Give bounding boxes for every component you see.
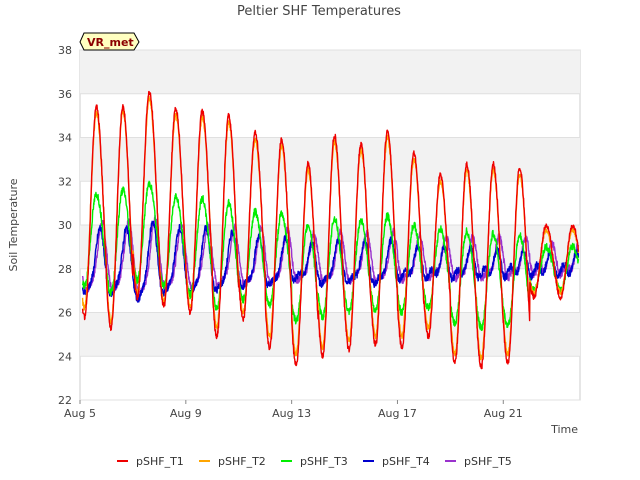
grid-band (80, 312, 580, 357)
y-tick-label: 22 (58, 394, 72, 407)
x-tick-label: Aug 17 (378, 407, 417, 420)
series-line-pshf-t3 (81, 180, 580, 331)
y-tick-label: 38 (58, 44, 72, 57)
legend-label: pSHF_T5 (464, 455, 512, 468)
x-tick-label: Aug 13 (272, 407, 311, 420)
x-tick-label: Aug 9 (170, 407, 202, 420)
legend-item-pshf-t1: pSHF_T1 (117, 455, 184, 468)
legend-item-pshf-t2: pSHF_T2 (199, 455, 266, 468)
y-axis-label: Soil Temperature (7, 178, 20, 271)
legend-item-pshf-t4: pSHF_T4 (363, 455, 430, 468)
x-tick-label: Aug 5 (64, 407, 96, 420)
legend-label: pSHF_T2 (218, 455, 266, 468)
legend-label: pSHF_T3 (300, 455, 348, 468)
y-axis-ticks: 22 24 26 28 30 32 34 36 38 (58, 44, 72, 407)
grid-lines (80, 49, 580, 401)
series-line-pshf-t1 (81, 90, 580, 370)
y-tick-label: 32 (58, 175, 72, 188)
plot-bands (80, 50, 580, 357)
grid-band (80, 137, 580, 182)
x-axis-label: Time (550, 423, 578, 436)
x-axis-ticks: Aug 5 Aug 9 Aug 13 Aug 17 Aug 21 (64, 400, 523, 420)
site-badge: VR_met (79, 32, 140, 51)
site-badge-label: VR_met (87, 36, 134, 49)
legend-label: pSHF_T1 (136, 455, 184, 468)
legend-item-pshf-t5: pSHF_T5 (445, 455, 512, 468)
legend: pSHF_T1 pSHF_T2 pSHF_T3 pSHF_T4 pSHF_T5 (117, 455, 512, 468)
legend-label: pSHF_T4 (382, 455, 430, 468)
y-tick-label: 28 (58, 263, 72, 276)
y-tick-label: 36 (58, 88, 72, 101)
y-tick-label: 24 (58, 350, 72, 363)
grid-band (80, 50, 580, 94)
y-tick-label: 26 (58, 307, 72, 320)
x-tick-label: Aug 21 (484, 407, 523, 420)
legend-item-pshf-t3: pSHF_T3 (281, 455, 348, 468)
chart-title: Peltier SHF Temperatures (237, 4, 401, 19)
y-tick-label: 30 (58, 219, 72, 232)
site-badge-shape (79, 32, 140, 51)
y-tick-label: 34 (58, 132, 72, 145)
series-lines (81, 90, 580, 370)
